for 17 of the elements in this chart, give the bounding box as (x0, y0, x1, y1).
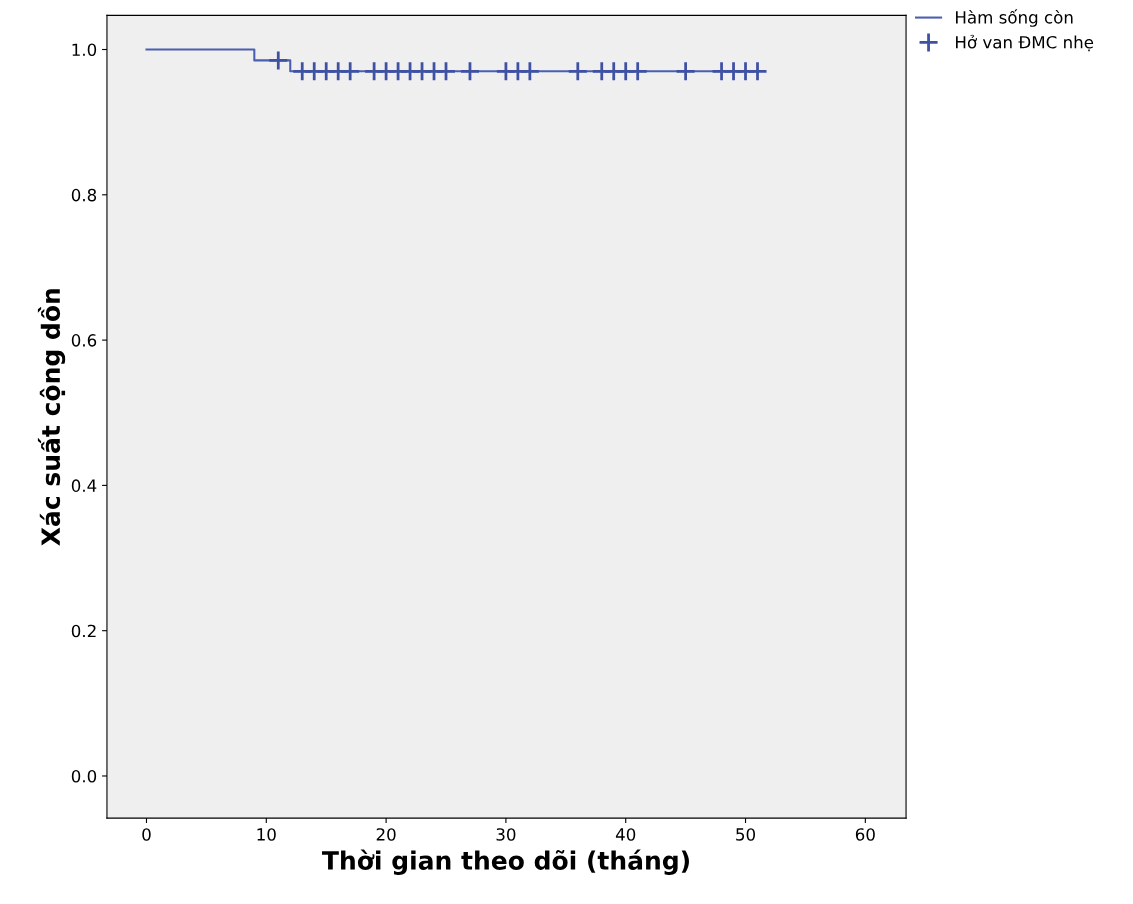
y-tick-label: 0.8 (71, 188, 97, 202)
x-axis-title: Thời gian theo dõi (tháng) (322, 849, 689, 875)
x-tick-label: 10 (257, 828, 276, 841)
y-tick-label: 0.6 (71, 334, 97, 347)
legend-label: Hàm sống còn (956, 9, 1073, 27)
legend-label: Hở van ĐMC nhẹ (956, 34, 1094, 52)
x-tick-label: 50 (736, 828, 756, 841)
x-tick-label: 40 (615, 828, 636, 841)
y-tick-label: 0.2 (71, 624, 96, 638)
x-tick-label: 20 (376, 828, 396, 841)
y-tick-label: 1.0 (72, 43, 97, 57)
y-tick-label: 0.0 (71, 769, 97, 783)
x-tick-label: 0 (142, 828, 151, 841)
y-axis-title: Xác suất cộng dồn (37, 289, 66, 546)
x-tick-label: 60 (855, 828, 875, 841)
y-tick-label: 0.4 (71, 479, 97, 492)
x-tick-label: 30 (496, 828, 516, 841)
